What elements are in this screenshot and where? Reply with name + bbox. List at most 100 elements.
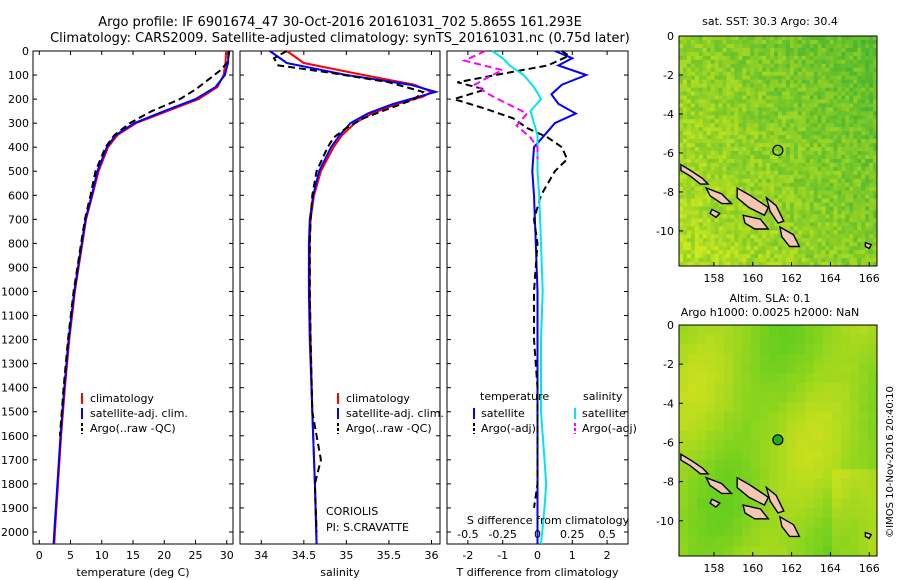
map-cell bbox=[754, 115, 759, 120]
map-cell bbox=[817, 158, 822, 164]
map-cell bbox=[825, 242, 830, 247]
map-cell bbox=[813, 242, 818, 247]
map-cell bbox=[849, 143, 854, 148]
map-cell bbox=[797, 63, 803, 69]
island-shape bbox=[742, 504, 770, 520]
map-cell bbox=[726, 186, 731, 192]
map-cell bbox=[714, 242, 719, 247]
map-cell bbox=[710, 242, 716, 247]
map-cell bbox=[686, 262, 692, 267]
map-cell bbox=[865, 71, 870, 77]
map-cell bbox=[829, 218, 834, 223]
map-cell bbox=[754, 103, 759, 108]
map-cell bbox=[774, 178, 779, 184]
map-cell bbox=[679, 198, 684, 203]
map-cell bbox=[805, 47, 811, 53]
map-cell bbox=[817, 71, 822, 77]
map-cell bbox=[698, 63, 704, 69]
map-cell bbox=[873, 254, 878, 259]
map-cell bbox=[718, 75, 723, 81]
map-cell bbox=[682, 95, 688, 100]
map-cell bbox=[758, 194, 763, 199]
map-cell bbox=[733, 411, 743, 422]
map-cell bbox=[865, 198, 870, 203]
map-cell bbox=[853, 99, 858, 104]
map-cell bbox=[849, 103, 854, 108]
map-cell bbox=[793, 95, 799, 100]
map-cell bbox=[865, 95, 870, 100]
map-cell bbox=[750, 111, 755, 116]
x-axis-label: T difference from climatology bbox=[456, 566, 619, 579]
map-cell bbox=[702, 115, 708, 120]
map-cell bbox=[697, 430, 707, 441]
map-cell bbox=[682, 67, 688, 73]
map-cell bbox=[789, 71, 795, 77]
map-cell bbox=[686, 51, 692, 57]
map-cell bbox=[766, 83, 771, 88]
map-cell bbox=[733, 421, 743, 432]
map-cell bbox=[825, 198, 830, 203]
map-cell bbox=[832, 411, 842, 422]
map-cell bbox=[769, 517, 779, 528]
map-cell bbox=[698, 83, 704, 88]
map-cell bbox=[770, 226, 775, 231]
map-cell bbox=[869, 51, 874, 57]
map-cell bbox=[817, 143, 822, 148]
map-cell bbox=[774, 147, 779, 152]
map-cell bbox=[837, 75, 842, 81]
map-cell bbox=[813, 139, 818, 144]
map-cell bbox=[809, 158, 815, 164]
map-cell bbox=[785, 254, 791, 259]
map-cell bbox=[746, 43, 751, 49]
map-cell bbox=[853, 83, 858, 88]
map-cell bbox=[694, 127, 700, 132]
map-cell bbox=[722, 51, 727, 57]
map-cell bbox=[722, 79, 727, 84]
map-x-tick-label: 162 bbox=[781, 562, 802, 575]
map-cell bbox=[734, 135, 739, 140]
map-cell bbox=[868, 536, 878, 547]
map-cell bbox=[679, 469, 689, 480]
map-cell bbox=[841, 507, 851, 518]
map-cell bbox=[722, 246, 727, 251]
map-cell bbox=[778, 107, 783, 112]
island-shape bbox=[704, 476, 734, 495]
map-cell bbox=[750, 147, 755, 152]
map-cell bbox=[742, 154, 747, 160]
map-cell bbox=[774, 127, 779, 132]
map-cell bbox=[823, 363, 833, 374]
map-cell bbox=[837, 115, 842, 120]
map-cell bbox=[733, 402, 743, 413]
map-cell bbox=[873, 242, 878, 247]
map-cell bbox=[702, 238, 708, 243]
map-cell bbox=[718, 115, 723, 120]
map-cell bbox=[730, 79, 735, 84]
map-cell bbox=[762, 186, 767, 192]
map-cell bbox=[873, 36, 878, 41]
map-cell bbox=[679, 79, 684, 84]
map-cell bbox=[817, 202, 822, 207]
map-cell bbox=[694, 123, 700, 128]
map-cell bbox=[730, 59, 735, 65]
map-cell bbox=[706, 75, 712, 81]
map-cell bbox=[837, 230, 842, 235]
map-cell bbox=[859, 421, 869, 432]
map-cell bbox=[754, 127, 759, 132]
map-cell bbox=[715, 334, 725, 345]
map-cell bbox=[766, 107, 771, 112]
map-cell bbox=[845, 107, 850, 112]
map-cell bbox=[690, 139, 696, 144]
map-cell bbox=[750, 131, 755, 136]
map-cell bbox=[841, 222, 846, 227]
map-cell bbox=[785, 174, 791, 180]
plot-frame bbox=[32, 50, 234, 545]
map-cell bbox=[837, 63, 842, 69]
map-cell bbox=[841, 238, 846, 243]
map-cell bbox=[724, 546, 734, 557]
map-cell bbox=[762, 135, 767, 140]
map-cell bbox=[750, 39, 755, 45]
map-cell bbox=[742, 75, 747, 81]
map-cell bbox=[850, 527, 860, 538]
map-cell bbox=[801, 75, 807, 81]
map-cell bbox=[789, 36, 795, 41]
